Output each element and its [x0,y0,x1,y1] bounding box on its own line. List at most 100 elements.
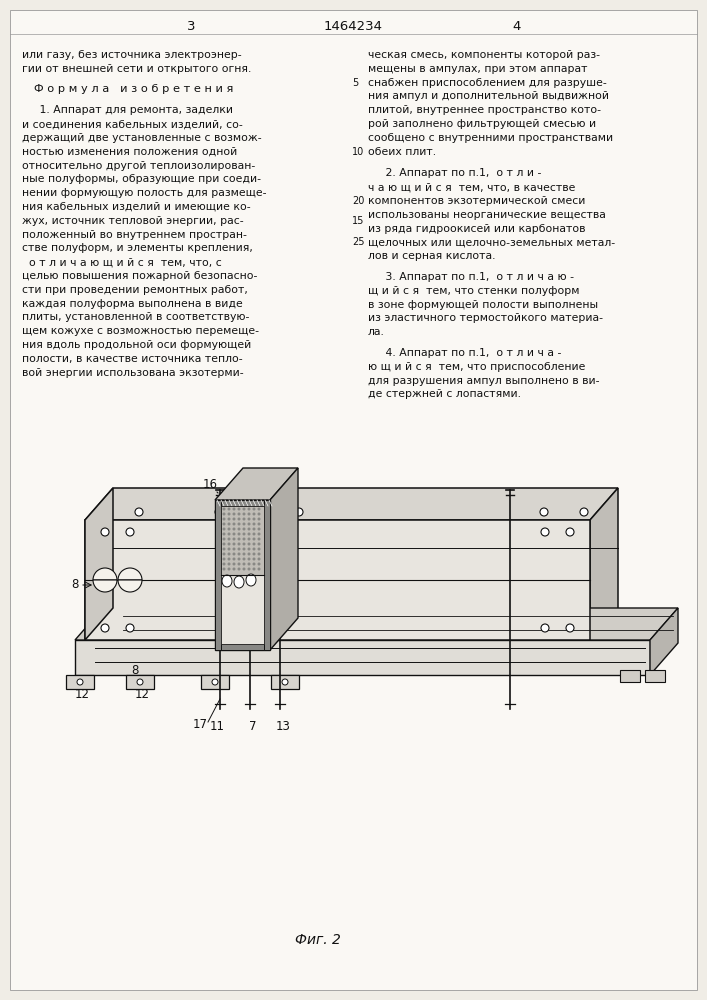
Text: 1464234: 1464234 [324,19,383,32]
Text: ния ампул и дополнительной выдвижной: ния ампул и дополнительной выдвижной [368,91,609,101]
Circle shape [243,552,245,556]
Text: 10: 10 [352,147,364,157]
Circle shape [233,552,235,556]
Bar [66,675,94,689]
Circle shape [247,522,250,526]
Text: 8: 8 [132,664,139,676]
Text: 1. Аппарат для ремонта, заделки: 1. Аппарат для ремонта, заделки [22,105,233,115]
Text: 13: 13 [276,720,291,734]
Circle shape [252,512,255,516]
Circle shape [252,532,255,536]
Text: мещены в ампулах, при этом аппарат: мещены в ампулах, при этом аппарат [368,64,588,74]
Bar [126,675,154,689]
Circle shape [223,528,226,530]
Circle shape [252,528,255,530]
Text: в зоне формующей полости выполнены: в зоне формующей полости выполнены [368,300,598,310]
Text: полости, в качестве источника тепло-: полости, в качестве источника тепло- [22,354,243,364]
Circle shape [238,518,240,520]
Circle shape [243,542,245,546]
Text: Фиг. 2: Фиг. 2 [296,933,341,947]
Circle shape [247,538,250,540]
Text: ла.: ла. [368,327,385,337]
Circle shape [233,542,235,546]
Bar [201,675,229,689]
Circle shape [243,508,245,510]
Text: каждая полуформа выполнена в виде: каждая полуформа выполнена в виде [22,299,243,309]
Text: щелочных или щелочно-земельных метал-: щелочных или щелочно-земельных метал- [368,237,615,247]
Circle shape [126,624,134,632]
Circle shape [257,548,260,550]
Ellipse shape [234,576,244,588]
Bar [271,675,299,689]
Circle shape [223,532,226,536]
Circle shape [252,508,255,510]
Circle shape [223,518,226,520]
Circle shape [223,562,226,566]
Text: щем кожухе с возможностью перемеще-: щем кожухе с возможностью перемеще- [22,326,259,336]
Wedge shape [93,580,117,592]
Circle shape [247,558,250,560]
Circle shape [228,512,230,516]
Circle shape [243,548,245,550]
Polygon shape [650,608,678,675]
Circle shape [228,518,230,520]
Bar [620,670,640,682]
Circle shape [135,508,143,516]
Text: компонентов экзотермической смеси: компонентов экзотермической смеси [368,196,585,206]
Circle shape [257,532,260,536]
Circle shape [77,679,83,685]
Circle shape [243,518,245,520]
Polygon shape [75,640,650,675]
Text: гии от внешней сети и открытого огня.: гии от внешней сети и открытого огня. [22,64,252,74]
Circle shape [247,528,250,530]
Text: использованы неорганические вещества: использованы неорганические вещества [368,210,606,220]
Text: держащий две установленные с возмож-: держащий две установленные с возмож- [22,133,262,143]
Circle shape [212,679,218,685]
Circle shape [580,508,588,516]
Circle shape [247,552,250,556]
Circle shape [257,558,260,560]
Circle shape [243,558,245,560]
Circle shape [252,522,255,526]
Circle shape [238,552,240,556]
Circle shape [257,508,260,510]
Text: де стержней с лопастями.: де стержней с лопастями. [368,389,521,399]
Bar [215,500,270,650]
Circle shape [238,512,240,516]
Text: ч а ю щ и й с я  тем, что, в качестве: ч а ю щ и й с я тем, что, в качестве [368,182,575,192]
Circle shape [295,508,303,516]
Circle shape [137,679,143,685]
Text: жух, источник тепловой энергии, рас-: жух, источник тепловой энергии, рас- [22,216,244,226]
Circle shape [247,568,250,570]
Text: 2. Аппарат по п.1,  о т л и -: 2. Аппарат по п.1, о т л и - [368,168,542,178]
Circle shape [252,562,255,566]
Circle shape [223,512,226,516]
Circle shape [257,552,260,556]
Circle shape [257,522,260,526]
Circle shape [247,508,250,510]
Circle shape [238,528,240,530]
Text: и соединения кабельных изделий, со-: и соединения кабельных изделий, со- [22,119,243,129]
Circle shape [228,528,230,530]
Text: рой заполнено фильтрующей смесью и: рой заполнено фильтрующей смесью и [368,119,596,129]
Text: сти при проведении ремонтных работ,: сти при проведении ремонтных работ, [22,285,248,295]
Circle shape [252,552,255,556]
Circle shape [247,548,250,550]
Circle shape [223,538,226,540]
Circle shape [238,558,240,560]
Circle shape [223,548,226,550]
Circle shape [126,528,134,536]
Bar [221,575,264,644]
Circle shape [228,558,230,560]
Text: обеих плит.: обеих плит. [368,147,436,157]
Circle shape [541,528,549,536]
Text: Ф о р м у л а   и з о б р е т е н и я: Ф о р м у л а и з о б р е т е н и я [34,84,233,94]
Circle shape [247,562,250,566]
Text: 3. Аппарат по п.1,  о т л и ч а ю -: 3. Аппарат по п.1, о т л и ч а ю - [368,272,574,282]
Text: целью повышения пожарной безопасно-: целью повышения пожарной безопасно- [22,271,257,281]
Circle shape [257,512,260,516]
Circle shape [228,538,230,540]
Bar [215,500,270,650]
Text: 3: 3 [187,19,195,32]
Circle shape [252,542,255,546]
